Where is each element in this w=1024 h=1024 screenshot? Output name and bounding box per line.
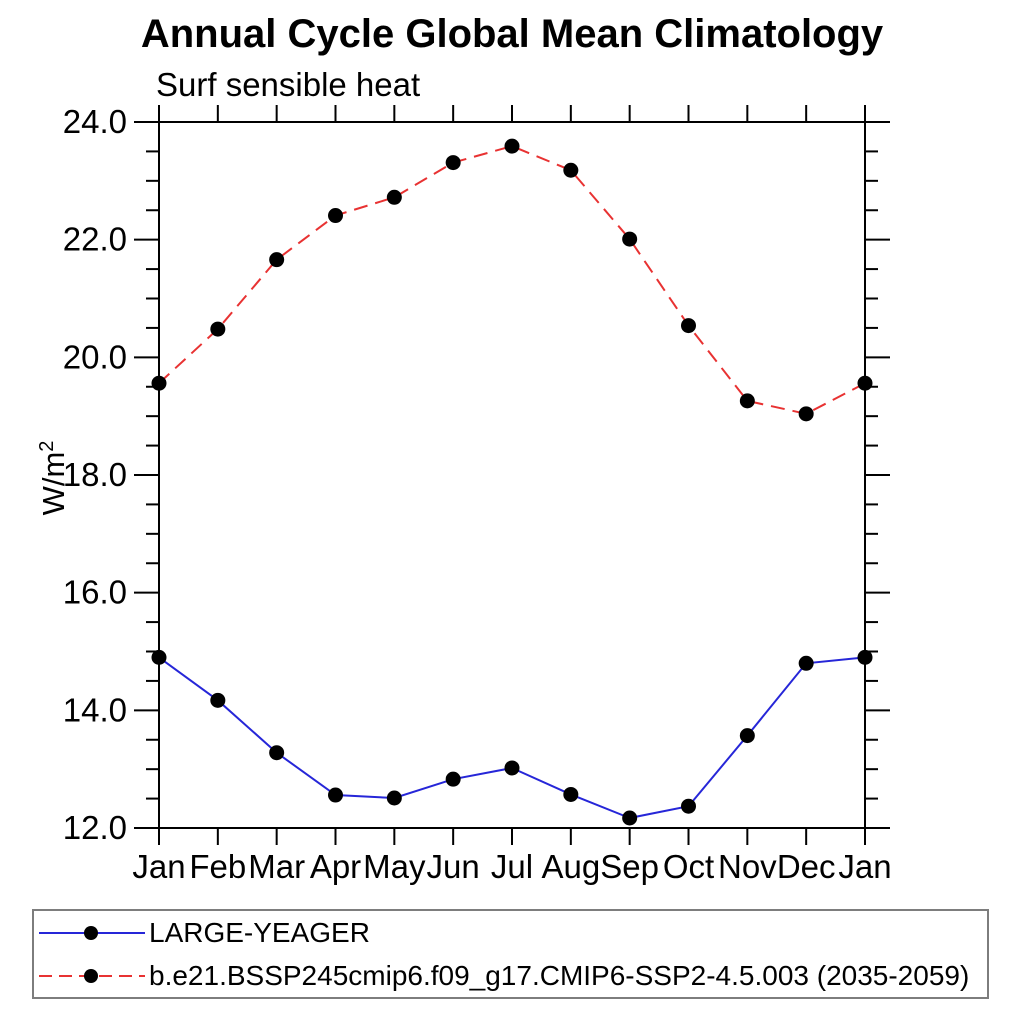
data-point-marker (739, 728, 755, 744)
legend-line-sample-icon (39, 925, 145, 940)
series-line-1 (158, 145, 866, 415)
legend: LARGE-YEAGER b.e21.BSSP245cmip6.f09_g17.… (32, 909, 989, 999)
data-point-marker (445, 155, 461, 171)
x-tick-label: Jan (132, 848, 185, 885)
x-tick-label: Nov (718, 848, 777, 885)
y-tick-label: 14.0 (63, 691, 127, 728)
data-point-marker (622, 231, 638, 247)
y-tick-label: 20.0 (63, 338, 127, 375)
legend-line-sample-icon (39, 968, 145, 983)
data-point-marker (681, 798, 696, 814)
x-tick-label: Oct (663, 848, 714, 885)
x-tick-label: Sep (600, 848, 659, 885)
data-point-marker (328, 208, 343, 224)
y-tick-label: 16.0 (63, 574, 127, 611)
data-point-marker (269, 252, 285, 268)
data-point-marker (269, 745, 285, 761)
data-point-marker (445, 771, 461, 787)
x-tick-label: Jun (427, 848, 480, 885)
data-point-marker (563, 162, 579, 178)
series-line-0 (158, 656, 866, 820)
x-tick-label: May (363, 848, 426, 885)
y-tick-label: 22.0 (63, 221, 127, 258)
legend-marker (84, 925, 98, 940)
data-point-marker (504, 138, 520, 154)
legend-item-ssp245: b.e21.BSSP245cmip6.f09_g17.CMIP6-SSP2-4.… (38, 954, 987, 997)
x-tick-label: Jul (491, 848, 533, 885)
y-tick-label: 12.0 (63, 809, 127, 846)
data-point-marker (151, 375, 167, 391)
data-point-marker (210, 692, 226, 708)
data-point-marker (622, 810, 638, 826)
data-point-marker (151, 649, 167, 665)
y-tick-label: 24.0 (63, 103, 127, 140)
data-point-marker (328, 787, 343, 803)
data-point-marker (798, 655, 814, 671)
data-point-marker (386, 189, 402, 205)
data-point-marker (386, 790, 402, 806)
legend-item-label: LARGE-YEAGER (149, 916, 370, 948)
x-tick-label: Dec (777, 848, 836, 885)
plot-area: Jan Feb Mar Apr May Jun Jul Aug Sep Oct Nov Dec Jan1… (63, 103, 892, 885)
legend-item-large-yeager: LARGE-YEAGER (38, 911, 987, 954)
data-point-marker (857, 375, 873, 391)
chart-subtitle: Surf sensible heat (156, 66, 421, 103)
data-point-marker (504, 760, 520, 776)
data-point-marker (563, 786, 579, 802)
legend-marker (84, 968, 98, 983)
y-tick-label: 18.0 (63, 456, 127, 493)
data-point-marker (681, 318, 696, 334)
data-point-marker (739, 393, 755, 409)
x-tick-label: Feb (189, 848, 246, 885)
x-tick-label: Jan (838, 848, 891, 885)
x-tick-label: Aug (541, 848, 600, 885)
chart-title: Annual Cycle Global Mean Climatology (140, 12, 884, 56)
legend-item-label: b.e21.BSSP245cmip6.f09_g17.CMIP6-SSP2-4.… (149, 959, 970, 991)
data-point-marker (210, 321, 226, 337)
data-point-marker (857, 649, 873, 665)
x-tick-label: Mar (248, 848, 305, 885)
x-tick-label: Apr (310, 848, 361, 885)
data-point-marker (798, 406, 814, 422)
